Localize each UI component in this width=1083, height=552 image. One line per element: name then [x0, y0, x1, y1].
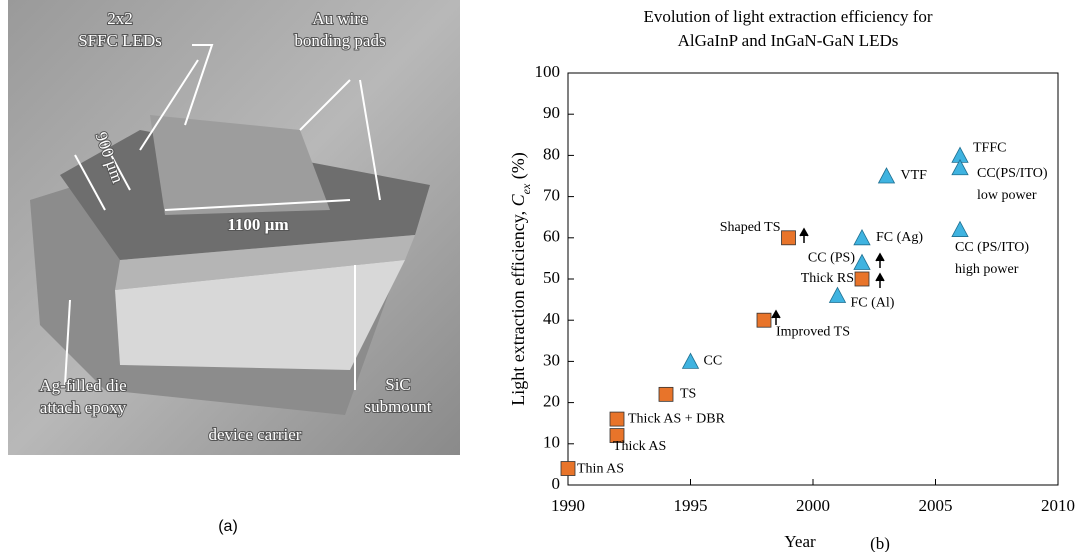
photo-label: 2x2 [107, 9, 133, 28]
y-tick-label: 100 [535, 62, 561, 81]
point-label: VTF [901, 168, 928, 183]
photo-label: Ag-filled die [39, 376, 126, 395]
photo-label: bonding pads [294, 31, 385, 50]
photo-label: device carrier [209, 425, 302, 444]
marker [879, 168, 895, 183]
photo-label: SiC [385, 375, 411, 394]
marker [610, 412, 624, 426]
point-label: Shaped TS [720, 220, 781, 235]
y-axis-label-part: (%) [508, 152, 529, 183]
y-tick-label: 70 [543, 186, 560, 205]
point-label: CC (PS) [808, 251, 855, 266]
photo-label: SFFC LEDs [78, 31, 162, 50]
point-label: TS [680, 387, 696, 402]
marker [561, 462, 575, 476]
marker [683, 353, 699, 368]
x-tick-label: 1995 [674, 496, 708, 515]
y-tick-label: 40 [543, 309, 560, 328]
panel-caption: (a) [218, 518, 238, 535]
marker [830, 287, 846, 302]
marker [782, 231, 796, 245]
marker [952, 222, 968, 237]
point-label: CC(PS/ITO) [977, 166, 1048, 181]
point-label: Thick RS [801, 271, 854, 286]
photo-label: submount [364, 397, 431, 416]
point-label: CC (PS/ITO) [955, 240, 1029, 255]
y-axis-label-part: Light extraction efficiency, [508, 206, 528, 405]
x-tick-label: 1990 [551, 496, 585, 515]
marker [854, 230, 870, 245]
point-label: TFFC [973, 141, 1006, 156]
point-label: Thick AS [613, 439, 666, 454]
y-tick-label: 20 [543, 392, 560, 411]
marker [855, 272, 869, 286]
y-tick-label: 60 [543, 227, 560, 246]
marker [854, 255, 870, 270]
photo-label: Au wire [312, 9, 367, 28]
y-tick-label: 10 [543, 433, 560, 452]
chart-title: Evolution of light extraction efficiency… [643, 7, 932, 26]
point-label: Thin AS [577, 462, 624, 477]
photo-label: attach epoxy [40, 398, 127, 417]
figure: 2x2SFFC LEDsAu wirebonding pads900 µm110… [0, 0, 1083, 552]
chart-title: AlGaInP and InGaN-GaN LEDs [678, 31, 899, 50]
x-axis-label: Year [784, 532, 816, 551]
y-axis-label-part: ex [519, 183, 533, 194]
y-axis-label: Light extraction efficiency, Cex (%) [508, 152, 533, 406]
x-tick-label: 2010 [1041, 496, 1075, 515]
marker [659, 387, 673, 401]
y-tick-label: 80 [543, 144, 560, 163]
y-tick-label: 0 [552, 474, 561, 493]
point-label: CC [704, 354, 723, 369]
x-tick-label: 2000 [796, 496, 830, 515]
page: 2x2SFFC LEDsAu wirebonding pads900 µm110… [0, 0, 1083, 552]
point-label: high power [955, 262, 1019, 277]
point-label: Improved TS [776, 324, 850, 339]
marker [757, 313, 771, 327]
point-label: FC (Ag) [876, 230, 923, 245]
y-tick-label: 90 [543, 103, 560, 122]
panel-label: (b) [870, 534, 890, 552]
point-label: Thick AS + DBR [628, 411, 726, 426]
point-label: FC (Al) [851, 296, 895, 311]
point-label: low power [977, 188, 1037, 203]
photo-label: 1100 µm [227, 215, 288, 234]
x-tick-label: 2005 [919, 496, 953, 515]
y-tick-label: 30 [543, 350, 560, 369]
y-tick-label: 50 [543, 268, 560, 287]
